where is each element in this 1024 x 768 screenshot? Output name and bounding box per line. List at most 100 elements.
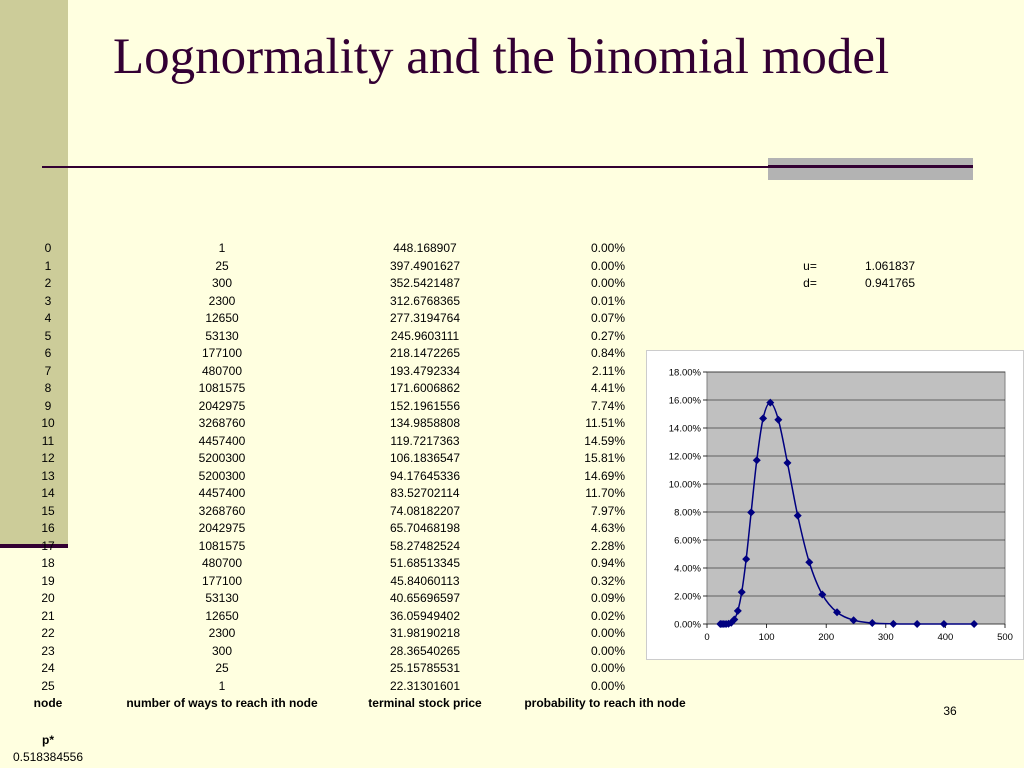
data-point — [733, 606, 742, 615]
ways-cell: 3268760 — [198, 416, 246, 430]
ways-cell: 5200300 — [198, 451, 246, 465]
ways-cell: 1 — [218, 241, 226, 255]
price-cell: 397.4901627 — [389, 258, 461, 273]
y-tick-label: 16.00% — [669, 396, 702, 407]
data-point — [970, 620, 979, 628]
ways-cell: 480700 — [201, 556, 243, 570]
ways-cell: 300 — [211, 276, 233, 290]
price-cell: 277.3194764 — [389, 311, 461, 325]
ways-cell: 25 — [215, 258, 229, 273]
pstar-value: 0.518384556 — [12, 750, 84, 764]
y-tick-label: 6.00% — [674, 536, 701, 547]
param-label: u= — [803, 259, 817, 273]
node-cell: 10 — [41, 416, 55, 430]
y-tick-label: 4.00% — [674, 564, 701, 575]
x-tick-label: 400 — [937, 632, 953, 643]
param-value: 1.061837 — [864, 259, 916, 273]
probability-cell: 7.97% — [590, 503, 625, 518]
node-cell: 2 — [44, 276, 52, 290]
price-cell: 94.17645336 — [389, 468, 461, 483]
ways-cell: 4457400 — [198, 433, 246, 448]
price-cell: 352.5421487 — [389, 276, 461, 290]
slide-title: Lognormality and the binomial model — [113, 29, 890, 85]
ways-cell: 53130 — [205, 328, 239, 343]
node-cell: 24 — [41, 661, 55, 675]
price-cell: 40.65696597 — [389, 591, 461, 605]
price-cell: 312.6768365 — [389, 293, 461, 308]
probability-chart: 0.00% 2.00% 4.00% 6.00% 8.00% 10.00% 12.00% 14.… — [646, 350, 1024, 660]
probability-cell: 0.27% — [590, 328, 625, 343]
probability-cell: 0.01% — [590, 293, 625, 308]
y-tick-label: 12.00% — [669, 452, 702, 463]
probability-cell: 14.59% — [584, 433, 625, 448]
node-cell: 1 — [44, 258, 52, 273]
node-cell: 7 — [44, 363, 52, 378]
price-cell: 218.1472265 — [389, 346, 461, 360]
data-point — [939, 620, 948, 628]
probability-cell: 7.74% — [590, 398, 625, 413]
ways-cell: 177100 — [201, 573, 243, 588]
x-tick-label: 100 — [759, 632, 775, 643]
data-point — [783, 458, 792, 467]
data-point — [759, 414, 768, 423]
probability-cell: 0.00% — [590, 276, 625, 290]
probability-cell: 0.00% — [590, 643, 625, 658]
x-tick-label: 200 — [818, 632, 834, 643]
data-point — [730, 615, 739, 624]
pstar-label: p* — [42, 733, 54, 747]
probability-cell: 0.02% — [590, 608, 625, 623]
probability-cell: 0.84% — [590, 346, 625, 360]
ways-cell: 5200300 — [198, 468, 246, 483]
price-cell: 448.168907 — [393, 241, 457, 255]
probability-cell: 11.51% — [585, 416, 625, 430]
data-point — [716, 620, 725, 628]
data-point — [805, 558, 814, 567]
node-cell: 8 — [44, 381, 52, 395]
probability-cell: 2.11% — [591, 363, 625, 378]
ways-cell: 2300 — [208, 626, 236, 640]
y-tick-label: 18.00% — [669, 368, 702, 379]
x-tick-label: 500 — [997, 632, 1013, 643]
price-cell: 119.7217363 — [390, 433, 460, 448]
param-value: 0.941765 — [864, 276, 916, 290]
node-cell: 4 — [44, 311, 52, 325]
y-tick-label: 10.00% — [669, 480, 702, 491]
price-cell: 58.27482524 — [389, 538, 461, 553]
header-node: node — [33, 696, 63, 710]
price-cell: 65.70468198 — [389, 521, 461, 535]
price-cell: 83.52702114 — [390, 486, 460, 500]
price-cell: 171.6006862 — [389, 381, 461, 395]
probability-cell: 0.07% — [590, 311, 625, 325]
node-cell: 25 — [41, 678, 55, 693]
header-probability: probability to reach ith node — [524, 696, 686, 710]
data-point — [833, 608, 842, 617]
probability-cell: 0.09% — [590, 591, 625, 605]
ways-cell: 3268760 — [198, 503, 246, 518]
data-point — [913, 620, 922, 628]
probability-cell: 0.32% — [590, 573, 625, 588]
price-cell: 31.98190218 — [389, 626, 461, 640]
ways-cell: 2042975 — [198, 521, 246, 535]
probability-cell: 14.69% — [584, 468, 625, 483]
price-cell: 74.08182207 — [389, 503, 461, 518]
x-tick-label: 300 — [878, 632, 894, 643]
y-tick-label: 2.00% — [674, 592, 701, 603]
probability-cell: 0.00% — [590, 241, 625, 255]
data-point — [889, 619, 898, 628]
node-cell: 9 — [44, 398, 52, 413]
ways-cell: 53130 — [205, 591, 239, 605]
probability-cell: 15.81% — [584, 451, 625, 465]
data-point — [849, 616, 858, 625]
price-cell: 134.9858808 — [389, 416, 461, 430]
title-accent-line — [768, 165, 973, 168]
chart-svg: 0.00% 2.00% 4.00% 6.00% 8.00% 10.00% 12.00% 14.… — [669, 368, 1013, 644]
price-cell: 106.1836547 — [389, 451, 461, 465]
node-cell: 20 — [41, 591, 55, 605]
node-cell: 21 — [41, 608, 55, 623]
ways-cell: 12650 — [205, 311, 239, 325]
ways-cell: 1081575 — [198, 381, 246, 395]
data-point — [752, 456, 761, 465]
price-cell: 22.31301601 — [389, 678, 461, 693]
price-cell: 51.68513345 — [389, 556, 461, 570]
ways-cell: 177100 — [201, 346, 243, 360]
